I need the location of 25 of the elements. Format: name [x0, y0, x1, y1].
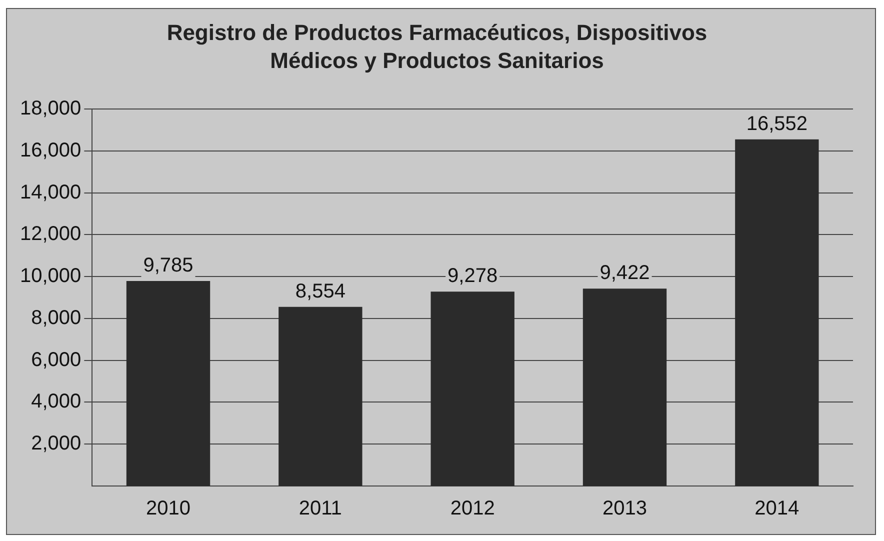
bar: [278, 306, 362, 486]
data-label: 16,552: [746, 112, 808, 135]
x-tick-label: 2013: [602, 498, 647, 520]
y-tick-label: 16,000: [20, 139, 82, 162]
bar: [430, 292, 514, 486]
bar: [126, 281, 210, 486]
y-tick-label: 4,000: [31, 390, 82, 413]
y-tick-label: 6,000: [31, 348, 82, 371]
bar: [582, 288, 667, 486]
y-tick-label: 14,000: [20, 181, 82, 204]
y-tick-label: 18,000: [20, 98, 82, 120]
x-tick-label: 2011: [298, 498, 342, 520]
y-tick-label: 2,000: [31, 432, 82, 455]
y-tick-label: 10,000: [20, 265, 82, 288]
y-tick-label: 12,000: [20, 223, 82, 246]
y-tick-label: 8,000: [31, 306, 82, 329]
data-label: 9,278: [448, 265, 498, 288]
data-label: 8,554: [295, 280, 346, 302]
x-tick-label: 2014: [754, 498, 800, 520]
x-tick-label: 2012: [450, 498, 495, 520]
data-label: 9,422: [600, 262, 650, 284]
chart-title: Registro de Productos Farmacéuticos, Dispositivos Médicos y Productos Sanitarios: [166, 19, 708, 75]
x-tick-label: 2010: [146, 498, 191, 520]
bar: [735, 139, 819, 486]
data-label: 9,785: [143, 254, 194, 277]
